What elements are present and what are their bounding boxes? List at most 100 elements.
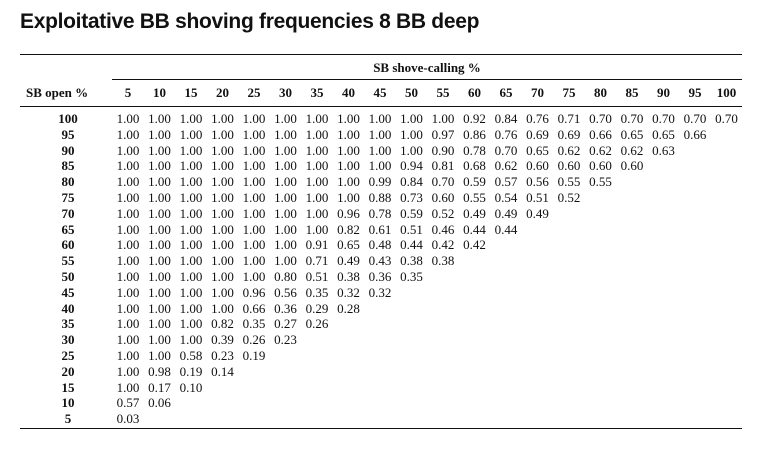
cell: 1.00 [116,174,140,190]
cell: 1.00 [116,316,140,332]
cell: 1.00 [116,253,140,269]
cell: 1.00 [211,300,234,316]
cell: 0.35 [305,284,329,300]
cell: 1.00 [148,205,171,221]
cell: 0.06 [148,395,171,411]
cell: 0.76 [526,111,549,126]
cell: 0.26 [242,332,266,348]
cell: 1.00 [179,142,203,158]
cell: 1.00 [211,126,234,142]
column-header: 25 [247,85,261,100]
cell: 0.14 [211,363,234,379]
cell: 0.43 [368,253,392,269]
column-header: 70 [531,85,544,100]
cell: 0.38 [400,253,423,269]
cell: 0.84 [400,174,423,190]
cell: 0.44 [463,221,486,237]
cell: 0.99 [368,174,392,190]
cell: 1.00 [242,237,266,253]
cell: 0.55 [557,174,581,190]
column-header: 40 [342,85,355,100]
column-header: 85 [625,85,639,100]
cell: 0.76 [494,126,518,142]
row-label: 20 [61,363,75,379]
cell: 1.00 [431,111,455,126]
top-rule [20,54,742,56]
cell: 0.38 [337,269,360,284]
cell: 1.00 [211,205,234,221]
column-header: 30 [279,85,292,100]
cell: 0.55 [589,174,612,190]
bottom-rule [20,428,742,430]
cell: 1.00 [211,111,234,126]
cell: 0.70 [683,111,707,126]
cell: 1.00 [116,348,140,363]
cell: 1.00 [368,158,392,174]
cell: 0.29 [305,300,329,316]
cell: 0.66 [589,126,612,142]
cell: 0.62 [494,158,518,174]
cell: 0.49 [494,205,518,221]
column-header: 60 [468,85,481,100]
cell: 0.03 [116,411,140,427]
cell: 0.51 [400,221,423,237]
cell: 0.56 [274,284,297,300]
cell: 1.00 [337,111,360,126]
cell: 0.66 [242,300,266,316]
row-label: 40 [61,300,75,316]
cell: 0.82 [337,221,360,237]
cell: 0.52 [431,205,455,221]
cell: 0.96 [242,284,266,300]
cell: 0.71 [305,253,329,269]
cell: 0.27 [274,316,297,332]
cell: 0.86 [463,126,486,142]
cell: 1.00 [148,300,171,316]
cell: 1.00 [274,142,297,158]
column-header: 95 [688,85,702,100]
cell: 1.00 [211,158,234,174]
cell: 1.00 [368,126,392,142]
cell: 0.78 [463,142,486,158]
cell: 1.00 [305,111,329,126]
cell: 0.59 [463,174,486,190]
cell: 0.78 [368,205,392,221]
cell: 0.80 [274,269,297,284]
cell: 1.00 [148,174,171,190]
cell: 0.96 [337,205,360,221]
cell: 0.94 [400,158,423,174]
cell: 0.54 [494,190,518,205]
row-label: 10 [61,395,75,411]
cell: 1.00 [242,126,266,142]
cell: 1.00 [211,174,234,190]
cell: 0.36 [274,300,297,316]
cell: 1.00 [305,142,329,158]
row-label: 90 [61,142,75,158]
cell: 0.69 [526,126,549,142]
cell: 1.00 [116,158,140,174]
cell: 1.00 [337,158,360,174]
cell: 0.61 [368,221,392,237]
row-label: 35 [61,316,75,332]
cell: 1.00 [305,174,329,190]
cell: 0.70 [620,111,644,126]
cell: 1.00 [242,190,266,205]
cell: 0.91 [305,237,329,253]
cell: 1.00 [242,221,266,237]
cell: 1.00 [116,379,140,395]
row-label: 5 [64,411,72,427]
cell: 0.68 [463,158,486,174]
cell: 0.70 [652,111,675,126]
cell: 0.82 [211,316,234,332]
cell: 1.00 [148,221,171,237]
cell: 0.62 [589,142,612,158]
column-header: 35 [310,85,324,100]
cell: 1.00 [179,158,203,174]
cell: 0.49 [337,253,360,269]
cell: 1.00 [148,111,171,126]
column-header: 55 [436,85,450,100]
cell: 1.00 [274,253,297,269]
cell: 1.00 [116,300,140,316]
cell: 1.00 [305,221,329,237]
cell: 0.70 [494,142,518,158]
cell: 1.00 [305,126,329,142]
